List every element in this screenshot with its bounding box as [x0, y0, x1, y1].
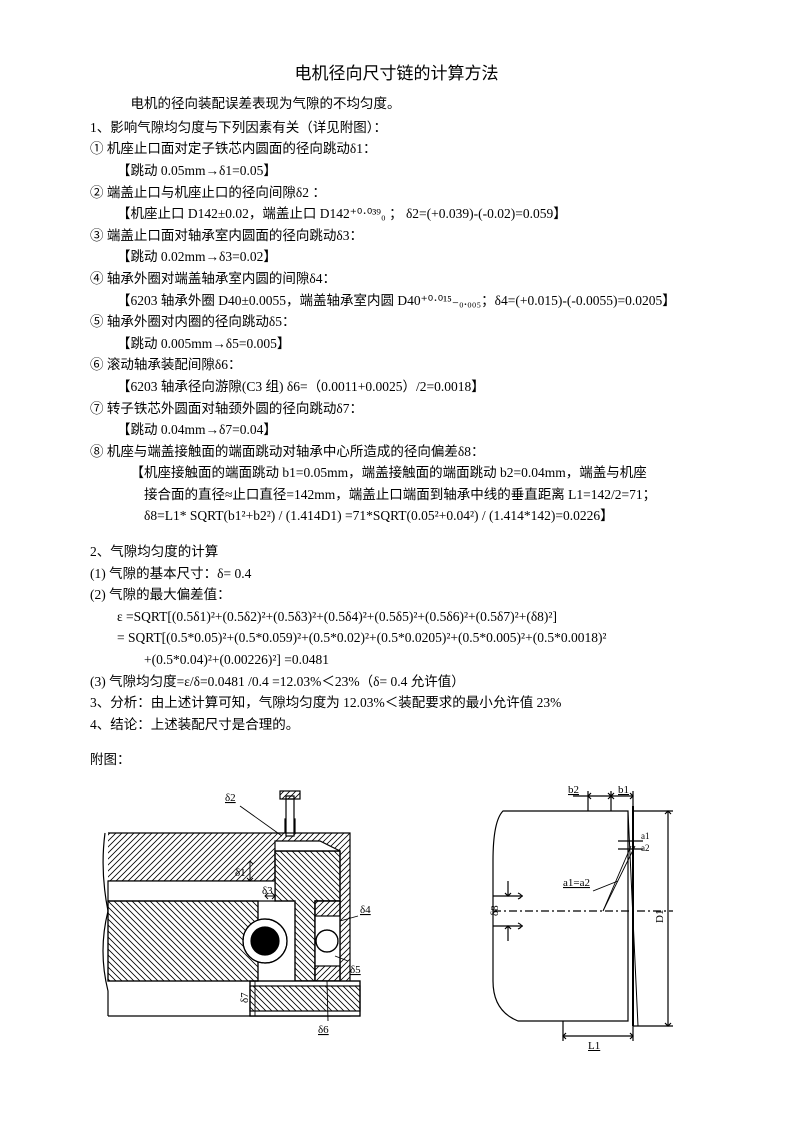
label-b2: b2: [568, 784, 579, 796]
item8-val1: 【机座接触面的端面跳动 b1=0.05mm，端盖接触面的端面跳动 b2=0.04…: [90, 462, 703, 484]
item6-val: 【6203 轴承径向游隙(C3 组) δ6=（0.0011+0.0025）/2=…: [90, 376, 703, 398]
item2-val: 【机座止口 D142±0.02，端盖止口 D142⁺⁰·⁰³⁹₀ ； δ2=(+…: [90, 203, 703, 225]
s2-2c: +(0.5*0.04)²+(0.00226)²] =0.0481: [90, 649, 703, 671]
label-D1: D1: [654, 910, 666, 923]
item5-val: 【跳动 0.005mm→δ5=0.005】: [90, 333, 703, 355]
label-d8: δ8: [489, 905, 501, 916]
s2-3: (3) 气隙均匀度=ε/δ=0.0481 /0.4 =12.03%＜23%（δ=…: [90, 671, 703, 693]
appendix-label: 附图：: [90, 749, 703, 771]
item3-val: 【跳动 0.02mm→δ3=0.02】: [90, 246, 703, 268]
s2-2: (2) 气隙的最大偏差值：: [90, 584, 703, 606]
label-a1a2: a1=a2: [563, 877, 590, 889]
item2: ② 端盖止口与机座止口的径向间隙δ2 ：: [90, 182, 703, 204]
item3: ③ 端盖止口面对轴承室内圆面的径向跳动δ3：: [90, 225, 703, 247]
s2-1: (1) 气隙的基本尺寸：δ= 0.4: [90, 563, 703, 585]
item8: ⑧ 机座与端盖接触面的端面跳动对轴承中心所造成的径向偏差δ8：: [90, 441, 703, 463]
item4-val: 【6203 轴承外圈 D40±0.0055，端盖轴承室内圆 D40⁺⁰·⁰¹⁵₋…: [90, 290, 703, 312]
label-d6: δ6: [318, 1024, 329, 1036]
item1-val: 【跳动 0.05mm→δ1=0.05】: [90, 160, 703, 182]
page-title: 电机径向尺寸链的计算方法: [90, 60, 703, 87]
sec3: 3、分析：由上述计算可知，气隙均匀度为 12.03%＜装配要求的最小允许值 23…: [90, 692, 703, 714]
s2-2b: = SQRT[(0.5*0.05)²+(0.5*0.059)²+(0.5*0.0…: [90, 627, 703, 649]
label-d1: δ1: [235, 867, 246, 879]
label-a2: a2: [641, 843, 650, 853]
label-d3: δ3: [262, 885, 273, 897]
s2-2a: ε =SQRT[(0.5δ1)²+(0.5δ2)²+(0.5δ3)²+(0.5δ…: [90, 606, 703, 628]
section1-head: 1、影响气隙均匀度与下列因素有关（详见附图）：: [90, 117, 703, 139]
label-d2: δ2: [225, 792, 236, 804]
intro-text: 电机的径向装配误差表现为气隙的不均匀度。: [90, 93, 703, 115]
label-a1: a1: [641, 831, 650, 841]
diagram-geometry: b2 b1 a1 a2 a1=a2 δ8 L1 D1: [463, 781, 703, 1051]
sec4: 4、结论：上述装配尺寸是合理的。: [90, 714, 703, 736]
item7-val: 【跳动 0.04mm→δ7=0.04】: [90, 419, 703, 441]
item8-val2: 接合面的直径≈止口直径=142mm，端盖止口端面到轴承中线的垂直距离 L1=14…: [90, 484, 703, 506]
diagrams-row: δ2 δ1 δ3 δ4 δ5 δ6 δ7: [90, 781, 703, 1051]
label-L1: L1: [588, 1040, 600, 1051]
item8-val3: δ8=L1* SQRT(b1²+b2²) / (1.414D1) =71*SQR…: [90, 505, 703, 527]
item5: ⑤ 轴承外圈对内圈的径向跳动δ5：: [90, 311, 703, 333]
section2-head: 2、气隙均匀度的计算: [90, 541, 703, 563]
item7: ⑦ 转子铁芯外圆面对轴颈外圆的径向跳动δ7：: [90, 398, 703, 420]
diagram-cross-section: δ2 δ1 δ3 δ4 δ5 δ6 δ7: [90, 781, 390, 1051]
label-b1: b1: [618, 784, 629, 796]
label-d7: δ7: [239, 992, 251, 1003]
item4: ④ 轴承外圈对端盖轴承室内圆的间隙δ4：: [90, 268, 703, 290]
label-d5: δ5: [350, 964, 361, 976]
label-d4: δ4: [360, 904, 371, 916]
item1: ① 机座止口面对定子铁芯内圆面的径向跳动δ1：: [90, 138, 703, 160]
item6: ⑥ 滚动轴承装配间隙δ6：: [90, 354, 703, 376]
